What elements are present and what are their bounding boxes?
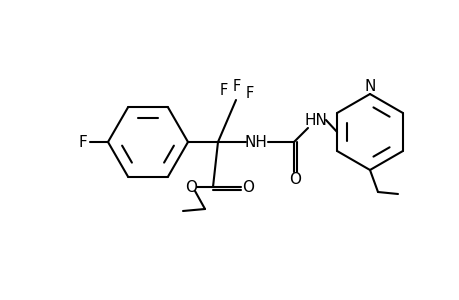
Text: O: O (288, 172, 300, 188)
Text: N: N (364, 79, 375, 94)
Text: F: F (78, 134, 87, 149)
Text: O: O (241, 181, 253, 196)
Text: F: F (219, 82, 228, 98)
Text: F: F (246, 85, 253, 100)
Text: HN: HN (304, 112, 327, 128)
Text: NH: NH (244, 134, 267, 149)
Text: F: F (232, 79, 241, 94)
Text: O: O (185, 179, 196, 194)
